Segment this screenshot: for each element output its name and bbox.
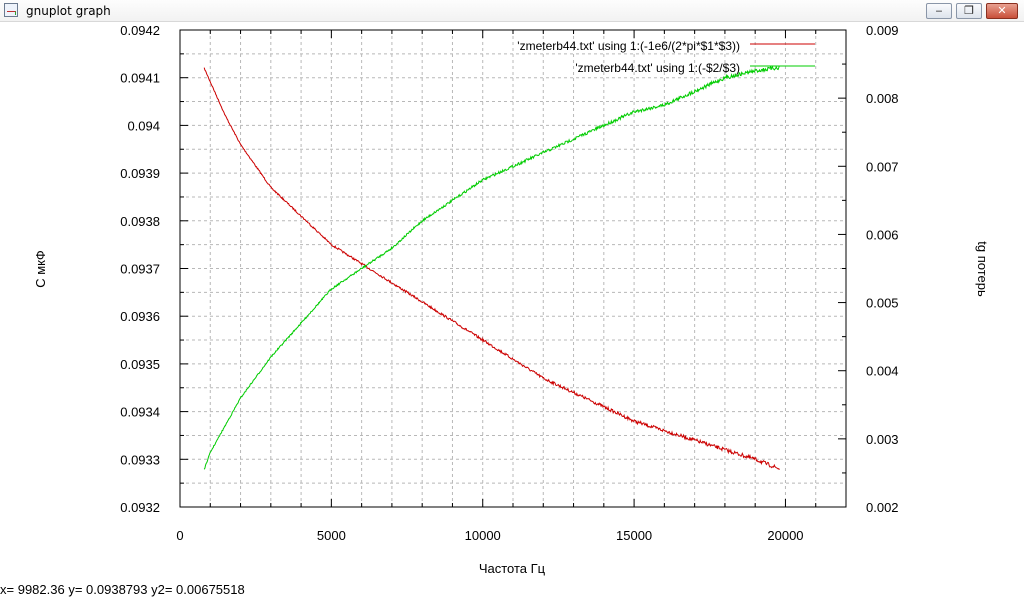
y-tick-label: 0.094 xyxy=(127,118,160,133)
status-x-prefix: x= xyxy=(0,582,18,597)
y-tick-labels: 0.0932 0.0933 0.0934 0.0935 0.0936 0.0937 0.09… xyxy=(120,23,160,515)
y-axis-label: С мкФ xyxy=(33,250,48,288)
close-button[interactable]: ✕ xyxy=(986,3,1018,19)
status-y2-prefix: y2= xyxy=(147,582,177,597)
x-tick-label: 5000 xyxy=(317,528,346,543)
y-tick-label: 0.0938 xyxy=(120,214,160,229)
tick-marks xyxy=(180,30,846,507)
y2-tick-label: 0.002 xyxy=(866,500,899,515)
y-tick-label: 0.0932 xyxy=(120,500,160,515)
series-line-loss-tangent xyxy=(203,65,780,470)
title-bar: gnuplot graph ‒ ❐ ✕ xyxy=(0,0,1024,22)
y2-tick-label: 0.004 xyxy=(866,364,899,379)
y-tick-label: 0.0937 xyxy=(120,262,160,277)
cursor-y2-readout: 0.00675518 xyxy=(176,582,245,597)
y2-tick-label: 0.003 xyxy=(866,432,899,447)
maximize-button[interactable]: ❐ xyxy=(956,3,982,19)
grid-lines xyxy=(180,30,846,507)
status-y-prefix: y= xyxy=(64,582,87,597)
x-tick-label: 0 xyxy=(176,528,183,543)
minimize-button[interactable]: ‒ xyxy=(926,3,952,19)
y2-tick-label: 0.005 xyxy=(866,296,899,311)
y-tick-label: 0.0939 xyxy=(120,166,160,181)
x-tick-label: 15000 xyxy=(616,528,652,543)
plot-area[interactable]: 0.0932 0.0933 0.0934 0.0935 0.0936 0.0937 0.09… xyxy=(0,22,1024,582)
y2-tick-labels: 0.002 0.003 0.004 0.005 0.006 0.007 0.008 0.009 xyxy=(866,23,899,515)
y-tick-label: 0.0935 xyxy=(120,357,160,372)
window-title: gnuplot graph xyxy=(26,4,111,18)
y2-axis-label: tg потерь xyxy=(975,241,990,297)
x-tick-label: 10000 xyxy=(465,528,501,543)
legend: 'zmeterb44.txt' using 1:(-1e6/(2*pi*$1*$… xyxy=(517,39,815,75)
y-tick-label: 0.0936 xyxy=(120,309,160,324)
legend-label-capacitance: 'zmeterb44.txt' using 1:(-1e6/(2*pi*$1*$… xyxy=(517,39,740,53)
y-tick-label: 0.0934 xyxy=(120,405,160,420)
gnuplot-app-icon[interactable] xyxy=(4,3,18,17)
y2-tick-label: 0.006 xyxy=(866,227,899,242)
y2-tick-label: 0.009 xyxy=(866,23,899,38)
data-series xyxy=(203,65,780,470)
status-bar: x= 9982.36 y= 0.0938793 y2= 0.00675518 xyxy=(0,582,245,597)
x-tick-label: 20000 xyxy=(767,528,803,543)
legend-label-loss-tangent: 'zmeterb44.txt' using 1:(-$2/$3) xyxy=(575,61,740,75)
y2-tick-label: 0.007 xyxy=(866,159,899,174)
cursor-x-readout: 9982.36 xyxy=(17,582,65,597)
y-tick-label: 0.0933 xyxy=(120,452,160,467)
x-tick-labels: 0 5000 10000 15000 20000 xyxy=(176,528,803,543)
series-line-capacitance xyxy=(203,67,780,470)
y-tick-label: 0.0941 xyxy=(120,71,160,86)
x-axis-label: Частота Гц xyxy=(479,561,546,576)
y-tick-label: 0.0942 xyxy=(120,23,160,38)
y2-tick-label: 0.008 xyxy=(866,91,899,106)
cursor-y-readout: 0.0938793 xyxy=(86,582,148,597)
